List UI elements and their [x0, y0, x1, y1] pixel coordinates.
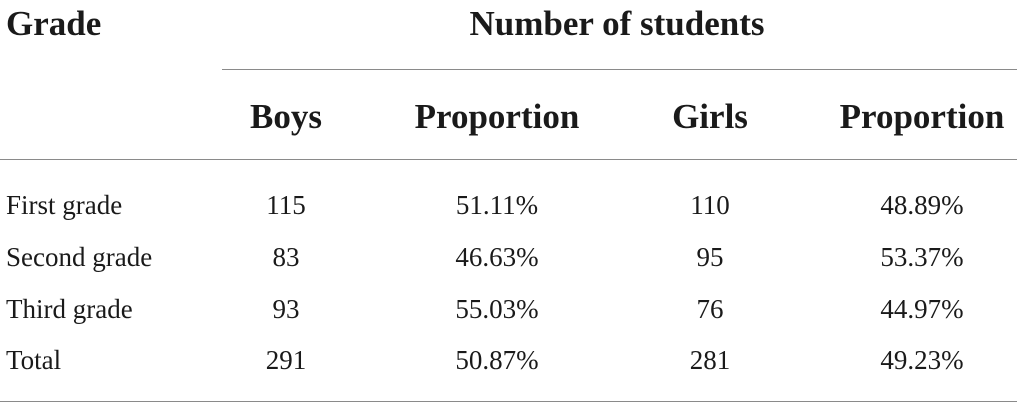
row-grade-label: First grade: [6, 190, 123, 220]
row-girls-proportion: 44.97%: [880, 294, 964, 324]
row-boys-count: 115: [266, 190, 306, 220]
header-number-of-students: Number of students: [469, 4, 765, 43]
row-girls-proportion: 48.89%: [880, 190, 964, 220]
row-boys-count: 291: [265, 345, 307, 375]
table-bottom-rule: [0, 401, 1017, 402]
row-grade-label: Second grade: [6, 242, 153, 272]
row-boys-proportion: 46.63%: [455, 242, 539, 272]
header-bottom-rule: [0, 159, 1017, 160]
row-grade-label: Third grade: [6, 294, 133, 324]
header-boys: Boys: [250, 97, 322, 136]
row-boys-count: 93: [272, 294, 300, 324]
row-girls-count: 76: [696, 294, 724, 324]
header-boys-proportion: Proportion: [414, 97, 580, 136]
row-boys-proportion: 51.11%: [455, 190, 539, 220]
header-girls: Girls: [672, 97, 748, 136]
row-girls-proportion: 49.23%: [880, 345, 964, 375]
row-grade-label: Total: [6, 345, 62, 375]
row-girls-count: 95: [696, 242, 724, 272]
header-group-rule: [222, 69, 1017, 70]
row-boys-proportion: 55.03%: [455, 294, 539, 324]
header-girls-proportion: Proportion: [839, 97, 1005, 136]
header-grade: Grade: [6, 4, 102, 43]
row-boys-count: 83: [272, 242, 300, 272]
row-girls-proportion: 53.37%: [880, 242, 964, 272]
row-girls-count: 110: [690, 190, 730, 220]
row-girls-count: 281: [689, 345, 731, 375]
row-boys-proportion: 50.87%: [455, 345, 539, 375]
